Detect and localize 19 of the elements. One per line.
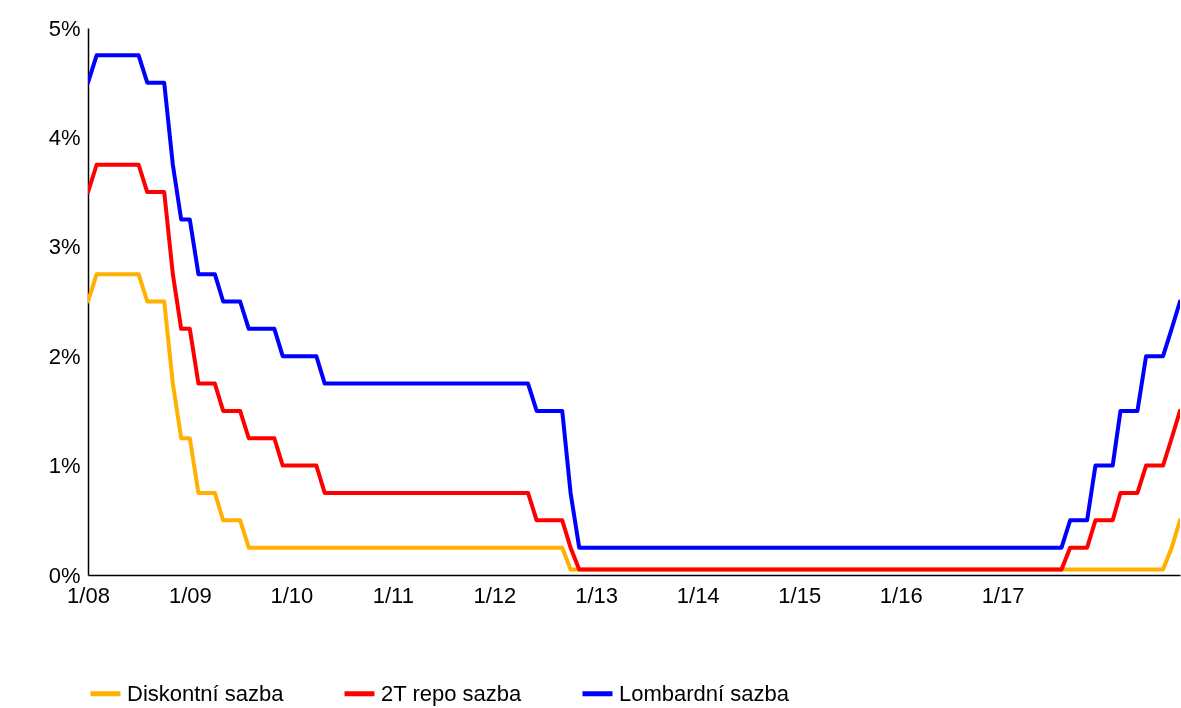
y-tick-label: 3% bbox=[48, 234, 81, 260]
x-tick-label: 1/13 bbox=[575, 582, 619, 608]
y-tick-label: 5% bbox=[48, 15, 81, 41]
x-tick-label: 1/17 bbox=[981, 582, 1025, 608]
x-tick-label: 1/15 bbox=[778, 582, 822, 608]
x-tick-label: 1/12 bbox=[473, 582, 517, 608]
line-series bbox=[88, 53, 1180, 550]
x-tick-label: 1/14 bbox=[676, 582, 720, 608]
y-tick-label: 2% bbox=[48, 343, 81, 369]
legend-label: Lombardní sazba bbox=[619, 680, 790, 706]
line-series bbox=[88, 162, 1180, 572]
y-tick-label: 4% bbox=[48, 124, 81, 150]
x-tick-label: 1/16 bbox=[879, 582, 923, 608]
legend-label: 2T repo sazba bbox=[381, 680, 522, 706]
legend-label: Diskontní sazba bbox=[127, 680, 285, 706]
x-tick-label: 1/09 bbox=[168, 582, 212, 608]
x-tick-label: 1/11 bbox=[372, 582, 414, 608]
y-tick-label: 1% bbox=[48, 453, 81, 479]
x-tick-label: 1/10 bbox=[270, 582, 314, 608]
